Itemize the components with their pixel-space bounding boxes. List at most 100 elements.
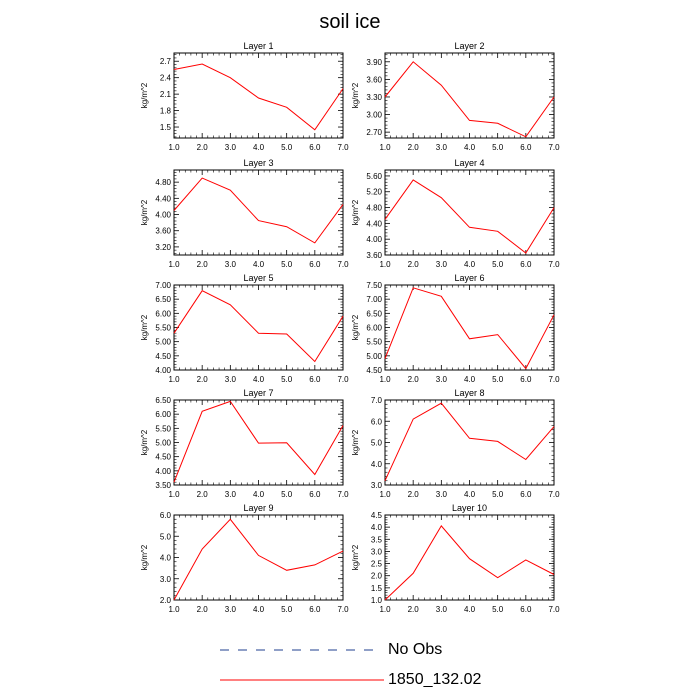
y-tick-label: 6.0 xyxy=(160,511,172,520)
x-tick-label: 1.0 xyxy=(168,605,180,614)
series-line xyxy=(384,402,555,482)
panel-title: Layer 6 xyxy=(454,273,484,283)
y-tick-label: 5.60 xyxy=(366,172,382,181)
y-axis-label: kg/m^2 xyxy=(140,314,149,340)
y-tick-label: 7.00 xyxy=(155,281,171,290)
series-line xyxy=(173,177,344,244)
plot-frame xyxy=(384,514,555,601)
y-tick-label: 3.0 xyxy=(160,575,172,584)
plot-frame xyxy=(384,169,555,256)
x-tick-label: 1.0 xyxy=(168,490,180,499)
y-tick-label: 3.5 xyxy=(371,535,383,544)
y-tick-label: 7.00 xyxy=(366,295,382,304)
y-tick-label: 6.50 xyxy=(155,396,171,405)
x-tick-label: 6.0 xyxy=(309,375,321,384)
chart-panel-2: Layer 2 1.0 2.0 3.0 4.0 5.0 6.0 7.0 2.70 3.00 3.30… xyxy=(351,41,560,152)
x-tick-label: 1.0 xyxy=(379,260,391,269)
series-line xyxy=(384,179,555,254)
x-tick-label: 6.0 xyxy=(520,260,532,269)
panel-title: Layer 9 xyxy=(243,503,273,513)
y-tick-label: 2.4 xyxy=(160,74,172,83)
y-tick-label: 4.0 xyxy=(371,523,383,532)
x-tick-label: 3.0 xyxy=(225,143,237,152)
x-tick-label: 1.0 xyxy=(168,143,180,152)
chart-panel-3: Layer 3 1.0 2.0 3.0 4.0 5.0 6.0 7.0 3.20 3.60 4.00… xyxy=(140,158,349,269)
y-tick-label: 6.00 xyxy=(155,410,171,419)
y-tick-label: 5.50 xyxy=(366,338,382,347)
panel-title: Layer 3 xyxy=(243,158,273,168)
y-tick-label: 2.0 xyxy=(160,596,172,605)
x-tick-label: 7.0 xyxy=(337,490,349,499)
y-tick-label: 3.0 xyxy=(371,481,383,490)
x-tick-label: 5.0 xyxy=(492,375,504,384)
y-axis-label: kg/m^2 xyxy=(351,429,360,455)
x-tick-label: 7.0 xyxy=(337,375,349,384)
x-tick-label: 2.0 xyxy=(197,143,209,152)
y-tick-label: 3.00 xyxy=(366,111,382,120)
x-tick-label: 3.0 xyxy=(436,490,448,499)
x-tick-label: 5.0 xyxy=(492,143,504,152)
panel-title: Layer 4 xyxy=(454,158,484,168)
x-tick-label: 3.0 xyxy=(436,605,448,614)
y-tick-label: 2.70 xyxy=(366,128,382,137)
series-line xyxy=(384,287,555,370)
x-tick-label: 1.0 xyxy=(379,143,391,152)
y-tick-label: 4.0 xyxy=(160,554,172,563)
y-tick-label: 5.0 xyxy=(371,439,383,448)
x-tick-label: 1.0 xyxy=(379,375,391,384)
x-tick-label: 3.0 xyxy=(436,375,448,384)
y-tick-label: 1.5 xyxy=(160,123,172,132)
x-tick-label: 3.0 xyxy=(225,260,237,269)
y-tick-label: 4.00 xyxy=(155,366,171,375)
x-tick-label: 5.0 xyxy=(281,490,293,499)
series-line xyxy=(384,61,555,138)
panel-title: Layer 5 xyxy=(243,273,273,283)
x-tick-label: 7.0 xyxy=(548,143,560,152)
y-tick-label: 3.60 xyxy=(366,251,382,260)
plot-frame xyxy=(384,399,555,486)
y-tick-label: 3.20 xyxy=(155,243,171,252)
y-tick-label: 4.80 xyxy=(155,178,171,187)
chart-panel-9: Layer 91.0 2.0 3.0 4.0 5.0 6.0 7.02.03.04.05.0… xyxy=(140,503,349,614)
x-tick-label: 7.0 xyxy=(337,605,349,614)
y-tick-label: 3.60 xyxy=(366,75,382,84)
x-tick-label: 3.0 xyxy=(225,375,237,384)
y-tick-label: 5.50 xyxy=(155,424,171,433)
x-tick-label: 1.0 xyxy=(168,375,180,384)
x-tick-label: 4.0 xyxy=(464,260,476,269)
y-tick-label: 6.50 xyxy=(366,309,382,318)
x-tick-label: 2.0 xyxy=(408,605,420,614)
x-tick-label: 4.0 xyxy=(464,605,476,614)
x-tick-label: 6.0 xyxy=(309,260,321,269)
y-tick-label: 3.50 xyxy=(155,481,171,490)
x-tick-label: 3.0 xyxy=(225,490,237,499)
x-tick-label: 1.0 xyxy=(379,605,391,614)
x-tick-label: 6.0 xyxy=(520,375,532,384)
x-tick-label: 2.0 xyxy=(408,375,420,384)
x-tick-label: 5.0 xyxy=(281,260,293,269)
x-tick-label: 4.0 xyxy=(464,375,476,384)
series-line xyxy=(173,290,344,363)
x-tick-label: 6.0 xyxy=(309,143,321,152)
y-tick-label: 4.00 xyxy=(366,235,382,244)
y-tick-label: 4.00 xyxy=(155,211,171,220)
x-tick-label: 4.0 xyxy=(253,143,265,152)
x-tick-label: 6.0 xyxy=(520,490,532,499)
y-tick-label: 6.0 xyxy=(371,417,383,426)
x-tick-label: 5.0 xyxy=(281,605,293,614)
panel-title: Layer 7 xyxy=(243,388,273,398)
x-tick-label: 5.0 xyxy=(492,260,504,269)
y-axis-label: kg/m^2 xyxy=(140,429,149,455)
y-axis-label: kg/m^2 xyxy=(351,544,360,570)
x-tick-label: 4.0 xyxy=(253,605,265,614)
x-tick-label: 6.0 xyxy=(309,490,321,499)
x-tick-label: 5.0 xyxy=(492,605,504,614)
figure-title: soil ice xyxy=(319,11,381,33)
y-axis-label: kg/m^2 xyxy=(351,314,360,340)
x-tick-label: 2.0 xyxy=(197,490,209,499)
series-line xyxy=(173,63,344,131)
y-tick-label: 4.40 xyxy=(366,219,382,228)
y-tick-label: 5.0 xyxy=(160,532,172,541)
y-axis-label: kg/m^2 xyxy=(140,544,149,570)
